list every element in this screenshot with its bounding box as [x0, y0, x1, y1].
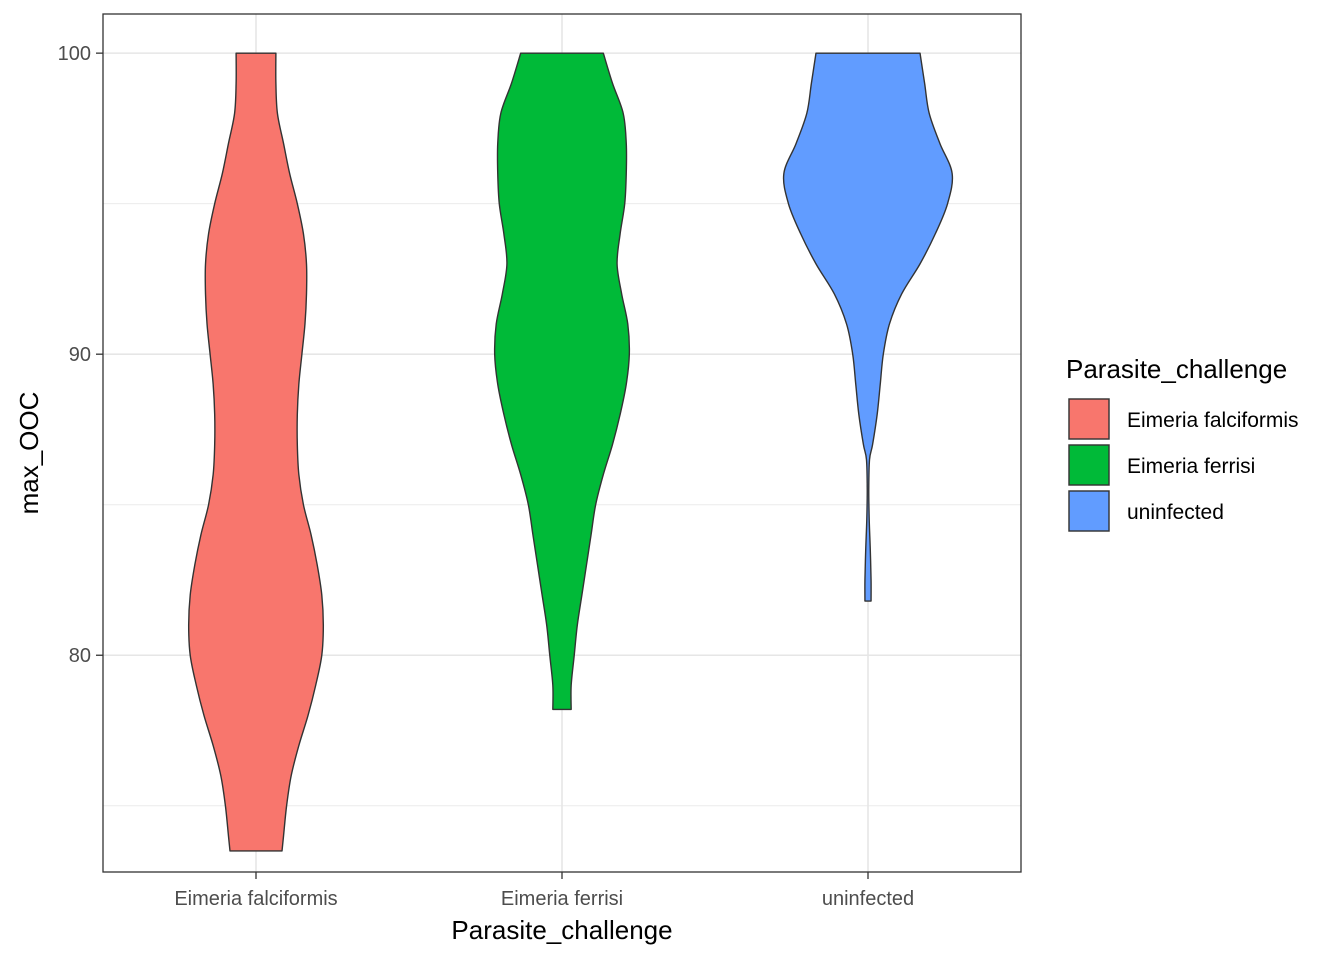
violin-uninfected [782, 52, 954, 602]
legend-item: Eimeria falciformis [1068, 398, 1299, 440]
violin-eimeria-falciformis [187, 52, 325, 852]
x-tick-label: Eimeria falciformis [174, 888, 337, 910]
x-tick-label: uninfected [822, 888, 914, 910]
y-axis-title: max_OOC [14, 392, 44, 515]
y-tick-label: 100 [58, 43, 91, 65]
violins [187, 52, 954, 852]
legend-label: Eimeria falciformis [1127, 409, 1299, 432]
legend-swatch [1068, 398, 1110, 440]
legend-items: Eimeria falciformis Eimeria ferrisi uninfe… [1068, 398, 1299, 532]
legend-label: Eimeria ferrisi [1127, 455, 1255, 478]
legend-label: uninfected [1127, 501, 1224, 524]
legend-title: Parasite_challenge [1066, 354, 1287, 384]
axes: 80 90 100 Eimeria falciformis Eimeria ferris… [58, 43, 915, 910]
legend: Parasite_challenge Eimeria falciformisEi… [1066, 354, 1299, 532]
legend-swatch [1068, 490, 1110, 532]
y-tick-label: 90 [69, 344, 91, 366]
x-tick-label: Eimeria ferrisi [501, 888, 623, 910]
legend-swatch [1068, 444, 1110, 486]
violin-eimeria-ferrisi [493, 52, 631, 711]
x-axis-title: Parasite_challenge [451, 915, 672, 945]
y-tick-label: 80 [69, 645, 91, 667]
legend-item: uninfected [1068, 490, 1224, 532]
legend-item: Eimeria ferrisi [1068, 444, 1255, 486]
